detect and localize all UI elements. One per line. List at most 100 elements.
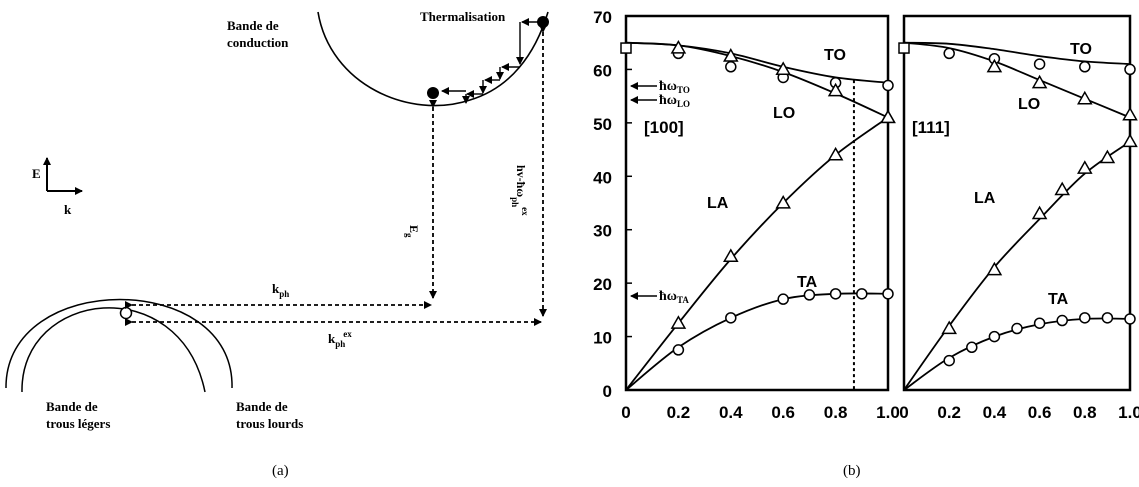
- point-ta-111: [988, 330, 1001, 343]
- x-tick-label-0.4: 0.4: [983, 403, 1007, 422]
- kph-label: kph: [272, 281, 289, 299]
- point-lo-100: [775, 61, 791, 76]
- branch-to-100: TO: [824, 47, 846, 64]
- point-ta-111: [1033, 317, 1046, 329]
- y-tick-labels: 0 10 20 30 40 50 60 70: [593, 8, 632, 401]
- point-lo-100: [723, 48, 739, 62]
- y-tick-label-20: 20: [593, 275, 612, 294]
- direction-111-label: [111]: [912, 118, 950, 137]
- branch-ta-111: TA: [1048, 291, 1069, 308]
- point-to-100: [725, 61, 737, 73]
- curve-lo-111: [903, 41, 1131, 119]
- point-to-111: [1033, 58, 1046, 70]
- point-lo-111: [1031, 74, 1048, 89]
- axis-e-label: E: [32, 166, 41, 181]
- kph-ex-label: kphex: [328, 329, 352, 349]
- hv-photon-label: hv-ħωphex: [510, 165, 530, 216]
- hw-ta-label: ħωTA: [659, 289, 689, 305]
- x-tick-label-1.0: 1.0: [1118, 403, 1139, 422]
- point-to-111: [943, 47, 955, 60]
- x-tick-labels-100: 0 0.2 0.4 0.6 0.8 1.0: [621, 403, 900, 422]
- point-la-100: [827, 146, 844, 161]
- point-ta-100: [725, 312, 737, 324]
- hw-to-label: ħωTO: [659, 79, 690, 95]
- branch-ta-100: TA: [797, 274, 818, 291]
- point-la-100: [670, 315, 687, 329]
- point-la-100: [723, 248, 739, 263]
- curve-to-111: [903, 41, 1131, 65]
- y-tick-label-30: 30: [593, 222, 612, 241]
- point-ta-100: [856, 288, 868, 300]
- point-ta-111: [966, 341, 978, 354]
- thermalisation-label: Thermalisation: [420, 9, 506, 24]
- point-ta-111: [1079, 312, 1091, 324]
- x-tick-label-0.8: 0.8: [1073, 403, 1097, 422]
- x-tick-label-0.2: 0.2: [667, 403, 691, 422]
- x-tick-label-0.2: 0.2: [937, 403, 961, 422]
- hole: [119, 306, 133, 320]
- point-ta-111: [943, 354, 955, 367]
- electron-high: [537, 16, 549, 28]
- point-ta-111: [1056, 314, 1068, 327]
- plot-frame-100: [624, 14, 890, 392]
- x-tick-label-0.6: 0.6: [771, 403, 795, 422]
- point-lo-111: [1077, 90, 1093, 105]
- heavy-holes-label-line2: trous lourds: [236, 416, 303, 431]
- direction-100-label: [100]: [644, 118, 684, 137]
- point-ta-111: [1101, 312, 1114, 324]
- eg-label: Eg: [404, 225, 421, 238]
- conduction-band-label-line1: Bande de: [227, 18, 279, 33]
- y-tick-label-50: 50: [593, 115, 612, 134]
- point-la-111: [1077, 160, 1093, 174]
- point-to-100: [882, 79, 894, 92]
- light-holes-label-line2: trous légers: [46, 416, 110, 431]
- axis-k-label: k: [64, 202, 72, 217]
- y-tick-label-0: 0: [603, 382, 612, 401]
- y-tick-label-10: 10: [593, 329, 612, 348]
- energy-marker-arrows: [630, 82, 657, 300]
- point-ta-100: [882, 288, 894, 300]
- y-tick-label-40: 40: [593, 168, 612, 187]
- x-tick-label-0: 0: [621, 403, 630, 422]
- point-to-111: [1079, 61, 1091, 73]
- caption-b: (b): [843, 463, 861, 479]
- panel-a: Bande de conduction Thermalisation E k: [5, 9, 549, 479]
- plot-frame-111: [902, 14, 1132, 392]
- point-to-111: [1124, 63, 1136, 76]
- heavy-holes-label-line1: Bande de: [236, 399, 288, 414]
- energy-momentum-axes: [43, 157, 83, 195]
- branch-lo-100: LO: [773, 105, 795, 122]
- point-la-100: [880, 109, 896, 124]
- point-lo-111: [1122, 106, 1138, 121]
- curve-la-111: [903, 140, 1131, 391]
- point-ta-100: [672, 344, 685, 356]
- point-ta-100: [803, 289, 816, 301]
- plot-111: [898, 41, 1138, 391]
- heavy-hole-band-curve: [5, 298, 233, 389]
- branch-la-100: LA: [707, 195, 729, 212]
- point-ta-100: [829, 288, 842, 300]
- point-ta-111: [1011, 322, 1023, 335]
- panel-b: 0 10 20 30 40 50 60 70 0 0.2 0.4 0.6 0.8 1.0 0 0.2 0.4…: [593, 8, 1139, 479]
- gamma-point-111: [898, 42, 910, 54]
- gamma-point-100: [620, 42, 632, 54]
- x-tick-label-0.8: 0.8: [824, 403, 848, 422]
- x-tick-label-0.6: 0.6: [1028, 403, 1052, 422]
- point-lo-100: [827, 82, 844, 97]
- point-la-111: [1122, 133, 1138, 148]
- point-ta-111: [1124, 313, 1136, 325]
- x-tick-label-0.4: 0.4: [719, 403, 743, 422]
- x-tick-labels-111: 0 0.2 0.4 0.6 0.8 1.0: [899, 403, 1139, 422]
- light-hole-band-curve: [21, 307, 206, 393]
- branch-to-111: TO: [1070, 41, 1092, 58]
- y-tick-label-60: 60: [593, 61, 612, 80]
- point-lo-111: [986, 58, 1003, 73]
- transition-arrows: [125, 25, 547, 326]
- curve-ta-100: [625, 292, 889, 391]
- point-la-111: [941, 320, 957, 335]
- x-tick-label-0: 0: [899, 403, 908, 422]
- caption-a: (a): [272, 463, 289, 479]
- point-la-111: [1054, 181, 1070, 196]
- curve-la-100: [625, 116, 889, 391]
